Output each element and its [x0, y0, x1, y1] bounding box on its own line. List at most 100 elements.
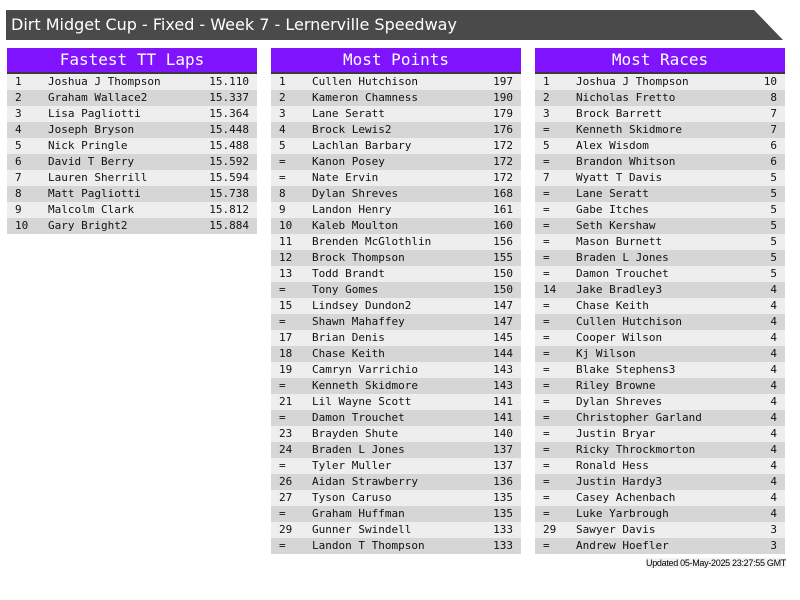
driver-name-cell: Shawn Mahaffey — [312, 315, 405, 328]
position-cell: 14 — [543, 283, 557, 296]
position-cell: = — [543, 203, 550, 216]
value-cell: 4 — [770, 283, 777, 296]
table-row: = Graham Huffman 135 — [271, 506, 521, 522]
position-cell: 18 — [279, 347, 293, 360]
driver-name-cell: Nate Ervin — [312, 171, 379, 184]
position-cell: = — [543, 379, 550, 392]
leaderboard-rows: 1 Joshua J Thompson 15.110 2 Graham Wallace2… — [7, 74, 257, 234]
position-cell: = — [543, 123, 550, 136]
table-row: = Chase Keith 4 — [535, 298, 785, 314]
position-cell: 3 — [15, 107, 22, 120]
table-row: = Nate Ervin 172 — [271, 170, 521, 186]
table-row: 5 Lachlan Barbary 172 — [271, 138, 521, 154]
position-cell: 29 — [279, 523, 293, 536]
leaderboard-rows: 1 Joshua J Thompson 10 2 Nicholas Fretto 8 3 Br… — [535, 74, 785, 554]
driver-name-cell: Aidan Strawberry — [312, 475, 418, 488]
driver-name-cell: Chase Keith — [576, 299, 649, 312]
value-cell: 4 — [770, 427, 777, 440]
value-cell: 4 — [770, 299, 777, 312]
driver-name-cell: Brandon Whitson — [576, 155, 676, 168]
table-row: 15 Lindsey Dundon2 147 — [271, 298, 521, 314]
position-cell: 3 — [279, 107, 286, 120]
value-cell: 133 — [493, 539, 513, 552]
table-row: 11 Brenden McGlothlin 156 — [271, 234, 521, 250]
value-cell: 5 — [770, 267, 777, 280]
driver-name-cell: Dylan Shreves — [576, 395, 663, 408]
table-row: = Casey Achenbach 4 — [535, 490, 785, 506]
position-cell: 23 — [279, 427, 293, 440]
table-row: = Lane Seratt 5 — [535, 186, 785, 202]
driver-name-cell: Gary Bright2 — [48, 219, 128, 232]
position-cell: = — [543, 267, 550, 280]
table-row: 3 Lisa Pagliotti 15.364 — [7, 106, 257, 122]
table-row: = Justin Hardy3 4 — [535, 474, 785, 490]
table-row: 3 Brock Barrett 7 — [535, 106, 785, 122]
driver-name-cell: Kenneth Skidmore — [576, 123, 682, 136]
table-row: 12 Brock Thompson 155 — [271, 250, 521, 266]
table-row: 23 Brayden Shute 140 — [271, 426, 521, 442]
table-row: = Landon T Thompson 133 — [271, 538, 521, 554]
driver-name-cell: Nicholas Fretto — [576, 91, 676, 104]
value-cell: 3 — [770, 523, 777, 536]
panel-title: Fastest TT Laps — [7, 48, 257, 74]
position-cell: = — [543, 395, 550, 408]
value-cell: 5 — [770, 219, 777, 232]
value-cell: 141 — [493, 411, 513, 424]
table-row: 4 Brock Lewis2 176 — [271, 122, 521, 138]
value-cell: 15.812 — [209, 203, 249, 216]
driver-name-cell: Landon T Thompson — [312, 539, 425, 552]
table-row: = Tyler Muller 137 — [271, 458, 521, 474]
position-cell: = — [543, 219, 550, 232]
position-cell: 13 — [279, 267, 293, 280]
value-cell: 168 — [493, 187, 513, 200]
position-cell: = — [543, 491, 550, 504]
driver-name-cell: Dylan Shreves — [312, 187, 399, 200]
table-row: 10 Kaleb Moulton 160 — [271, 218, 521, 234]
position-cell: = — [543, 315, 550, 328]
table-row: = Cullen Hutchison 4 — [535, 314, 785, 330]
table-row: = Kj Wilson 4 — [535, 346, 785, 362]
position-cell: = — [279, 459, 286, 472]
driver-name-cell: David T Berry — [48, 155, 135, 168]
driver-name-cell: Gabe Itches — [576, 203, 649, 216]
driver-name-cell: Lisa Pagliotti — [48, 107, 141, 120]
value-cell: 137 — [493, 443, 513, 456]
driver-name-cell: Tony Gomes — [312, 283, 379, 296]
table-row: 5 Nick Pringle 15.488 — [7, 138, 257, 154]
position-cell: 9 — [15, 203, 22, 216]
panel-title: Most Races — [535, 48, 785, 74]
driver-name-cell: Lane Seratt — [312, 107, 385, 120]
value-cell: 150 — [493, 267, 513, 280]
driver-name-cell: Todd Brandt — [312, 267, 385, 280]
driver-name-cell: Brock Thompson — [312, 251, 405, 264]
updated-timestamp: Updated 05-May-2025 23:27:55 GMT — [646, 558, 786, 568]
value-cell: 4 — [770, 379, 777, 392]
driver-name-cell: Justin Bryar — [576, 427, 656, 440]
table-row: 7 Wyatt T Davis 5 — [535, 170, 785, 186]
value-cell: 136 — [493, 475, 513, 488]
position-cell: = — [543, 251, 550, 264]
table-row: = Andrew Hoefler 3 — [535, 538, 785, 554]
table-row: 1 Joshua J Thompson 15.110 — [7, 74, 257, 90]
position-cell: = — [279, 507, 286, 520]
table-row: = Braden L Jones 5 — [535, 250, 785, 266]
fastest-tt-laps-panel: Fastest TT Laps 1 Joshua J Thompson 15.110… — [7, 48, 257, 234]
position-cell: 27 — [279, 491, 293, 504]
value-cell: 172 — [493, 155, 513, 168]
driver-name-cell: Nick Pringle — [48, 139, 128, 152]
value-cell: 133 — [493, 523, 513, 536]
driver-name-cell: Luke Yarbrough — [576, 507, 669, 520]
driver-name-cell: Kj Wilson — [576, 347, 636, 360]
value-cell: 143 — [493, 363, 513, 376]
value-cell: 5 — [770, 251, 777, 264]
value-cell: 15.738 — [209, 187, 249, 200]
driver-name-cell: Ricky Throckmorton — [576, 443, 696, 456]
value-cell: 15.448 — [209, 123, 249, 136]
position-cell: 12 — [279, 251, 293, 264]
position-cell: 2 — [279, 91, 286, 104]
position-cell: = — [279, 411, 286, 424]
driver-name-cell: Braden L Jones — [576, 251, 669, 264]
position-cell: = — [543, 347, 550, 360]
driver-name-cell: Christopher Garland — [576, 411, 702, 424]
position-cell: 1 — [15, 75, 22, 88]
